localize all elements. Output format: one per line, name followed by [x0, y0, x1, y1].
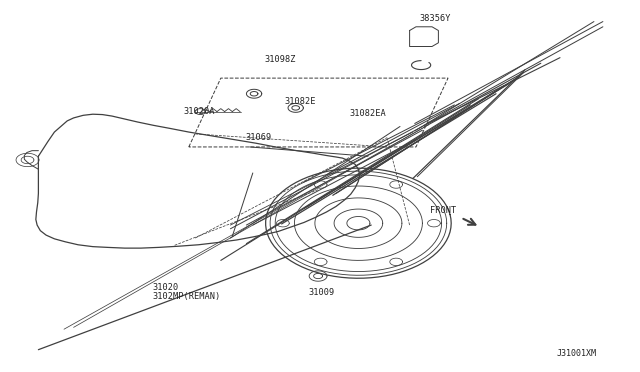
Text: 31020A: 31020A: [183, 107, 214, 116]
Text: 31009: 31009: [308, 288, 335, 296]
Text: J31001XM: J31001XM: [557, 349, 596, 358]
Text: 31098Z: 31098Z: [265, 55, 296, 64]
Text: 31082E: 31082E: [285, 97, 316, 106]
Text: 31082EA: 31082EA: [349, 109, 386, 118]
Text: 38356Y: 38356Y: [419, 14, 451, 23]
Text: 31069: 31069: [245, 133, 271, 142]
Text: 31020: 31020: [152, 283, 179, 292]
Text: 3102MP(REMAN): 3102MP(REMAN): [152, 292, 221, 301]
Text: FRONT: FRONT: [430, 206, 456, 215]
